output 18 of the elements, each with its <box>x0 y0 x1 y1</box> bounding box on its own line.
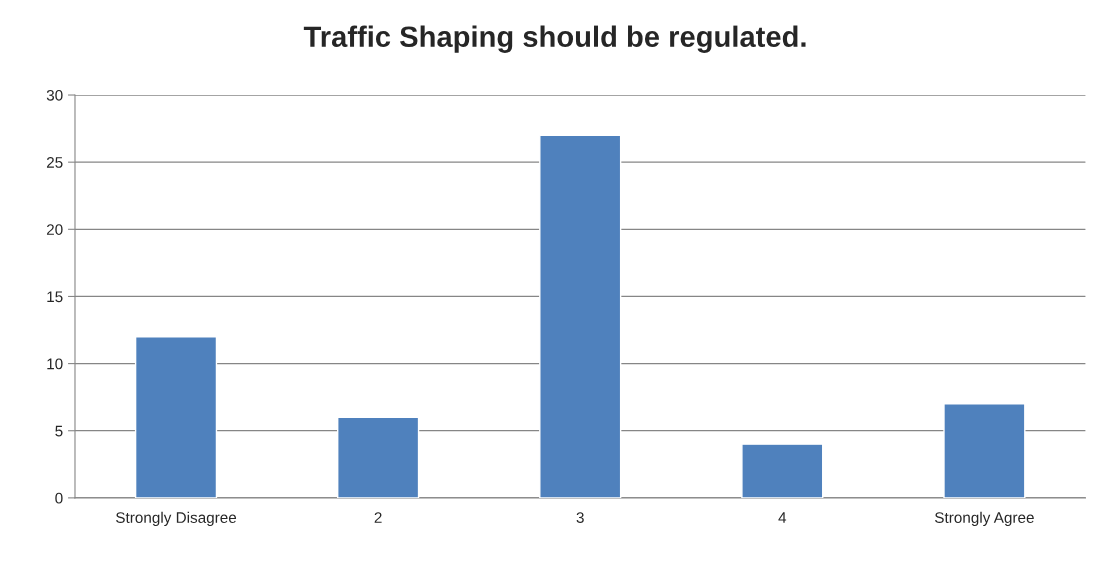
bar <box>943 403 1026 498</box>
y-tick-label: 0 <box>55 492 63 504</box>
y-tick-label: 30 <box>46 89 63 101</box>
y-tick-label: 20 <box>46 224 63 235</box>
x-tick-label: 4 <box>778 512 787 523</box>
y-tick-label: 25 <box>46 157 63 168</box>
bar <box>741 443 824 498</box>
x-tick-label: Strongly Disagree <box>116 511 237 527</box>
x-tick-label: Strongly Agree <box>934 511 1034 527</box>
x-tick-label: 3 <box>576 512 584 523</box>
chart-title: Traffic Shaping should be regulated. <box>303 25 806 53</box>
bar <box>539 134 622 498</box>
x-tick-label: 2 <box>374 512 382 523</box>
y-tick-label: 10 <box>47 358 63 370</box>
y-tick-label: 5 <box>55 425 63 437</box>
y-tick-label: 15 <box>47 291 63 303</box>
bar <box>134 336 218 498</box>
bar <box>337 416 420 498</box>
